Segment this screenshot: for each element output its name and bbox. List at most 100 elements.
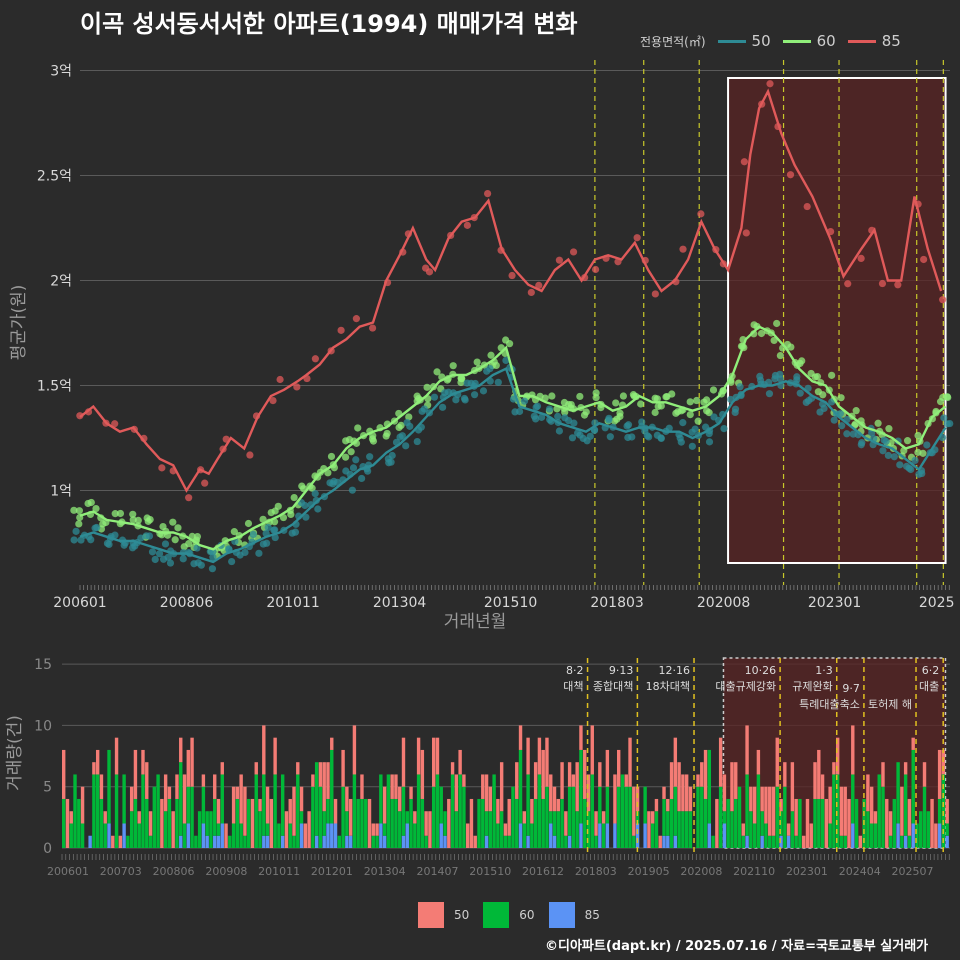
data-point-50: [705, 438, 714, 446]
bar-50: [794, 798, 798, 836]
data-point-50: [568, 434, 577, 442]
data-point-50: [103, 539, 112, 547]
bar-60: [152, 786, 157, 848]
bar-50: [847, 798, 851, 848]
bar-50: [348, 798, 353, 836]
bar-60: [386, 774, 391, 848]
bar-legend-item-60: 60: [483, 902, 535, 928]
data-point-85: [535, 281, 543, 290]
data-point-60: [423, 383, 431, 391]
bar-60: [405, 811, 409, 824]
bar-50: [632, 786, 636, 836]
bar-50: [760, 786, 764, 812]
bar-50: [922, 762, 927, 787]
bar-60: [73, 774, 77, 848]
bar-60: [635, 811, 640, 824]
legend-bottom: 50 60 85: [418, 902, 600, 928]
data-point-50: [576, 431, 584, 439]
bar-50: [318, 762, 323, 787]
data-point-60: [449, 362, 457, 370]
bar-60: [851, 774, 855, 824]
bar-50: [594, 811, 598, 836]
bar-50: [613, 774, 617, 824]
bar-60: [937, 798, 942, 824]
bar-60: [926, 811, 930, 848]
bar-legend-swatch-50: [418, 902, 444, 928]
bar-50: [522, 811, 527, 824]
bar-60: [371, 835, 375, 848]
bar-50: [873, 811, 878, 824]
bar-85: [613, 823, 617, 848]
data-point-60: [548, 392, 556, 400]
bar-60: [779, 811, 783, 836]
data-point-60: [84, 499, 92, 508]
data-point-50: [532, 415, 540, 423]
data-point-85: [633, 234, 641, 242]
bar-60: [798, 798, 802, 848]
data-point-50: [348, 486, 356, 494]
bar-50: [601, 811, 606, 824]
bar-60: [749, 811, 753, 848]
bar-60: [560, 798, 564, 848]
bar-60: [424, 835, 428, 848]
bar-50: [292, 786, 296, 836]
bar-50: [764, 786, 768, 824]
data-point-50: [406, 422, 414, 430]
data-point-60: [874, 419, 882, 427]
policy-label: 토허제 해: [868, 697, 912, 711]
bar-60: [537, 774, 542, 848]
bar-60: [413, 823, 417, 848]
data-point-50: [882, 437, 890, 446]
data-point-60: [851, 420, 859, 428]
bar-50: [65, 798, 70, 848]
bar-85: [745, 835, 749, 848]
data-point-50: [884, 451, 892, 460]
data-point-50: [145, 532, 154, 540]
data-point-50: [537, 413, 546, 421]
bar-x-tick-label: 201201: [311, 865, 353, 878]
data-point-50: [301, 501, 309, 510]
bar-60: [911, 749, 915, 824]
bar-60: [892, 798, 897, 848]
bar-60: [375, 835, 379, 848]
data-point-50: [570, 419, 578, 427]
bar-50: [835, 737, 840, 775]
bar-60: [220, 774, 224, 824]
bar-85: [518, 823, 523, 848]
data-point-50: [271, 533, 279, 542]
bar-50: [839, 786, 844, 836]
bar-50: [190, 737, 194, 787]
data-point-60: [171, 536, 179, 544]
bar-50: [624, 774, 628, 787]
bar-60: [873, 823, 878, 848]
bar-85: [179, 835, 183, 848]
bar-50: [647, 811, 651, 848]
bar-50: [533, 762, 538, 799]
data-point-85: [894, 281, 902, 289]
bar-y-tick-label: 10: [34, 718, 52, 734]
bar-y-axis-label: 거래량(건): [5, 715, 25, 791]
bar-60: [594, 835, 598, 848]
data-point-50: [190, 560, 198, 568]
data-point-50: [263, 539, 271, 547]
policy-date: 8·2: [566, 664, 584, 677]
x-tick-label: 202301: [808, 595, 861, 611]
bar-60: [337, 835, 342, 848]
data-point-60: [612, 399, 620, 407]
bar-60: [137, 823, 141, 848]
data-point-50: [793, 373, 801, 381]
data-point-60: [686, 398, 694, 406]
data-point-60: [397, 421, 405, 430]
data-point-50: [479, 387, 488, 395]
data-point-50: [828, 398, 836, 406]
bar-60: [586, 811, 591, 848]
data-point-85: [276, 375, 284, 384]
bar-60: [126, 835, 130, 848]
bar-50: [684, 774, 689, 812]
bar-85: [330, 823, 334, 848]
bar-60: [258, 811, 262, 848]
bar-50: [148, 811, 153, 836]
bar-50: [802, 835, 806, 848]
bar-60: [601, 823, 606, 848]
bar-60: [62, 798, 66, 848]
